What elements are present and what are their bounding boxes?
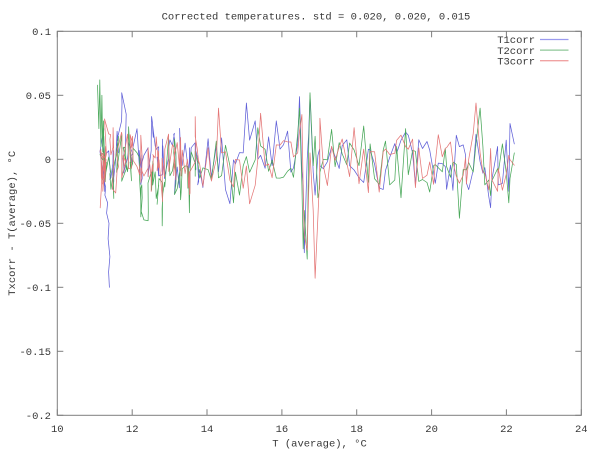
svg-text:20: 20 <box>425 424 438 436</box>
svg-text:24: 24 <box>575 424 588 436</box>
svg-text:T2corr: T2corr <box>497 46 535 58</box>
svg-text:-0.1: -0.1 <box>26 283 51 295</box>
svg-text:T1corr: T1corr <box>497 35 535 47</box>
svg-text:0.05: 0.05 <box>26 91 51 103</box>
svg-text:Txcorr - T(average), °C: Txcorr - T(average), °C <box>7 151 19 296</box>
svg-text:-0.2: -0.2 <box>26 411 51 423</box>
svg-text:14: 14 <box>201 424 214 436</box>
svg-text:12: 12 <box>126 424 139 436</box>
svg-text:0.1: 0.1 <box>32 27 51 39</box>
svg-text:18: 18 <box>350 424 363 436</box>
svg-text:22: 22 <box>500 424 513 436</box>
svg-text:Corrected temperatures. std =: Corrected temperatures. std = 0.020, 0.0… <box>162 12 471 24</box>
svg-text:10: 10 <box>51 424 64 436</box>
svg-text:16: 16 <box>276 424 289 436</box>
svg-text:T (average), °C: T (average), °C <box>272 439 367 450</box>
svg-text:T3corr: T3corr <box>497 56 535 68</box>
svg-text:-0.05: -0.05 <box>19 219 51 231</box>
svg-text:0: 0 <box>45 155 51 167</box>
svg-text:-0.15: -0.15 <box>19 347 51 359</box>
